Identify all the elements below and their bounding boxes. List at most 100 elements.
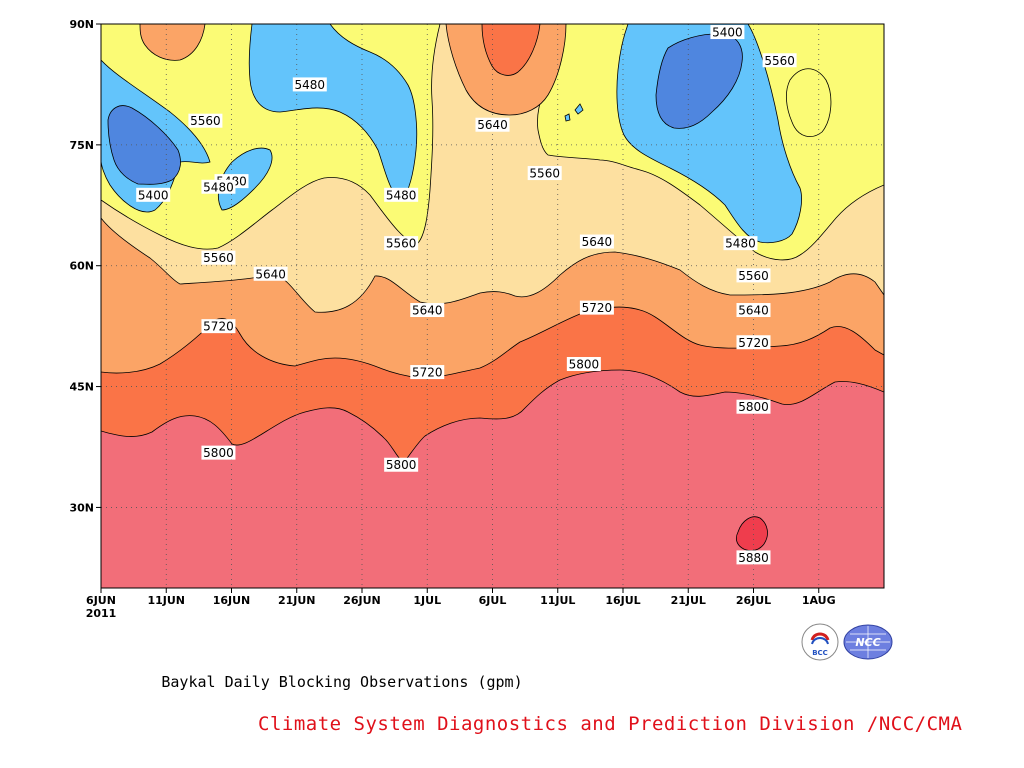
contour-label-bg <box>579 234 614 249</box>
bcc-logo: BCC <box>801 623 839 661</box>
contour-label: 5480 <box>292 77 327 92</box>
contour-label: 5720 <box>736 335 771 350</box>
svg-text:NCC: NCC <box>855 636 880 649</box>
y-tick-label: 90N <box>69 18 94 31</box>
band-5720-5800-top-mid <box>481 24 541 76</box>
logos: BCC NCC <box>800 620 895 665</box>
contour-label: 5800 <box>566 357 601 372</box>
contour-label-text: 5560 <box>190 114 221 128</box>
x-tick-label: 11JUN <box>147 594 185 607</box>
contour-label: 5400 <box>710 25 745 40</box>
contour-label-bg <box>253 266 288 281</box>
contour-label-bg <box>201 319 236 334</box>
contour-label: 5640 <box>579 234 614 249</box>
contour-label-bg <box>723 236 758 251</box>
contour-label-bg <box>384 457 419 472</box>
contour-label-bg <box>736 399 771 414</box>
y-tick-label: 75N <box>69 139 94 152</box>
contour-label-text: 5640 <box>738 304 769 318</box>
contour-label-text: 5560 <box>203 251 234 265</box>
contour-label-text: 5560 <box>738 269 769 283</box>
contour-label-bg <box>292 77 327 92</box>
contour-label: 5640 <box>475 117 510 132</box>
x-tick-label: 16JUL <box>605 594 640 607</box>
contour-label-text: 5720 <box>203 320 234 334</box>
svg-text:BCC: BCC <box>812 649 828 657</box>
contour-label: 5720 <box>579 300 614 315</box>
contour-label: 5640 <box>736 303 771 318</box>
x-tick-label: 6JUN <box>86 594 116 607</box>
contour-label-text: 5480 <box>295 78 326 92</box>
band-gt-5880 <box>735 516 768 552</box>
contour-label-text: 5800 <box>738 400 769 414</box>
contour-label-text: 5800 <box>203 446 234 460</box>
contour-label-bg <box>201 179 236 194</box>
contour-label-text: 5400 <box>712 26 743 40</box>
y-tick-label: 30N <box>69 501 94 514</box>
contour-label-text: 5560 <box>386 237 417 251</box>
contour-label-bg <box>410 303 445 318</box>
contour-label-text: 5400 <box>138 188 169 202</box>
x-tick-label: 6JUL <box>479 594 507 607</box>
contour-chart: 30N 45N 60N 75N 90N 6JUN 11JUN 16JUN 21JUN 26JUN… <box>69 18 885 620</box>
band-5640-5720-top-left <box>139 24 206 61</box>
contour-label-bg <box>710 25 745 40</box>
contour-label-text: 5480 <box>725 237 756 251</box>
contour-label: 5880 <box>736 550 771 565</box>
contour-label-bg <box>762 53 797 68</box>
credit-line: Climate System Diagnostics and Predictio… <box>258 713 963 735</box>
contour-label: 5560 <box>736 268 771 283</box>
chart-caption: Baykal Daily Blocking Observations (gpm) <box>161 673 523 691</box>
contour-label-bg <box>579 300 614 315</box>
contour-label-text: 5480 <box>386 188 417 202</box>
contour-label-text: 5720 <box>738 336 769 350</box>
contour-label-text: 5480 <box>203 180 234 194</box>
contour-label: 5560 <box>384 236 419 251</box>
contour-label: 5560 <box>188 113 223 128</box>
contour-label-bg <box>736 335 771 350</box>
contour-label-bg <box>527 166 562 181</box>
contour-labels: 5400 5560 5480 5560 5640 5560 5480 5480 5400 5480… <box>136 25 797 565</box>
contour-label: 5640 <box>410 303 445 318</box>
band-5400-5480-mid <box>248 24 418 201</box>
contour-label-text: 5720 <box>582 301 613 315</box>
contour-label-bg <box>736 550 771 565</box>
contour-label: 5800 <box>384 457 419 472</box>
contour-label: 5480 <box>723 236 758 251</box>
contour-label-bg <box>566 357 601 372</box>
contour-label-text: 5640 <box>582 235 613 249</box>
contour-label: 5480 <box>201 179 236 194</box>
contour-label: 5800 <box>736 399 771 414</box>
contour-label-bg <box>188 113 223 128</box>
contour-label-bg <box>201 250 236 265</box>
contour-label-text: 5560 <box>529 167 560 181</box>
contour-label-text: 5800 <box>386 458 417 472</box>
contour-label-bg <box>384 187 419 202</box>
x-tick-label: 21JUN <box>278 594 316 607</box>
contour-label: 5480 <box>384 187 419 202</box>
contour-label: 5720 <box>201 319 236 334</box>
contour-label-bg <box>410 365 445 380</box>
x-tick-label: 21JUL <box>671 594 706 607</box>
contour-label: 5560 <box>527 166 562 181</box>
contour-label-text: 5640 <box>412 304 443 318</box>
contour-label-text: 5720 <box>412 366 443 380</box>
contour-label-bg <box>136 187 171 202</box>
contour-label-text: 5880 <box>738 551 769 565</box>
contour-label-text: 5800 <box>569 358 600 372</box>
contour-label-text: 5640 <box>255 267 286 281</box>
contour-label: 5800 <box>201 445 236 460</box>
contour-label-text: 5560 <box>764 54 795 68</box>
spot-b <box>564 113 571 122</box>
contour-label-bg <box>384 236 419 251</box>
band-5480-5560-enclave <box>786 68 832 137</box>
x-tick-label: 1JUL <box>413 594 441 607</box>
contour-label-text: 5640 <box>477 118 508 132</box>
contour-label: 5640 <box>253 266 288 281</box>
spot-a <box>574 103 584 115</box>
y-tick-label: 60N <box>69 260 94 273</box>
band-lt-5400-left <box>107 105 181 185</box>
x-year-label: 2011 <box>86 607 117 620</box>
contour-label: 5720 <box>410 365 445 380</box>
contour-label-bg <box>475 117 510 132</box>
